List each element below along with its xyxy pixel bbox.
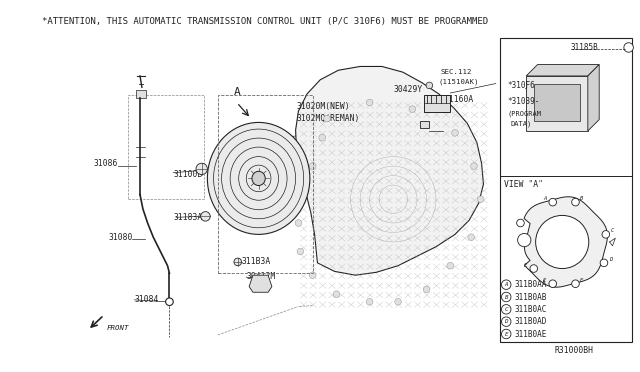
Circle shape <box>502 329 511 339</box>
Text: 311B0AA: 311B0AA <box>515 280 547 289</box>
Text: A: A <box>543 196 547 201</box>
Text: (11510AK): (11510AK) <box>439 78 479 85</box>
Text: (PROGRAM: (PROGRAM <box>507 111 541 117</box>
Circle shape <box>366 99 373 106</box>
Bar <box>424 95 451 112</box>
Text: 31183A: 31183A <box>173 213 202 222</box>
Text: 30429Y: 30429Y <box>394 85 422 94</box>
Bar <box>534 84 580 122</box>
Text: 31080: 31080 <box>109 233 133 242</box>
Circle shape <box>516 219 524 227</box>
Text: A: A <box>504 282 508 287</box>
Polygon shape <box>588 65 599 131</box>
Text: E: E <box>504 331 508 337</box>
Text: 311B0AC: 311B0AC <box>515 305 547 314</box>
Text: R31000BH: R31000BH <box>554 346 593 355</box>
Circle shape <box>333 291 340 298</box>
Circle shape <box>572 280 579 288</box>
Polygon shape <box>249 275 272 292</box>
Text: 31084: 31084 <box>134 295 159 304</box>
Circle shape <box>624 43 634 52</box>
Text: 31185B: 31185B <box>571 43 598 52</box>
Polygon shape <box>296 67 483 275</box>
Ellipse shape <box>252 171 265 186</box>
Circle shape <box>297 248 303 255</box>
Circle shape <box>295 220 302 226</box>
Bar <box>500 38 632 341</box>
Circle shape <box>518 234 531 247</box>
Circle shape <box>468 234 474 241</box>
Text: C: C <box>611 228 614 234</box>
Text: *31039-: *31039- <box>507 97 540 106</box>
Text: E: E <box>543 278 547 283</box>
Bar <box>218 95 313 273</box>
Text: 31086: 31086 <box>93 159 118 168</box>
Polygon shape <box>526 65 599 76</box>
Circle shape <box>201 212 210 221</box>
Text: SEC.112: SEC.112 <box>441 69 472 75</box>
Circle shape <box>477 196 484 203</box>
Circle shape <box>309 163 316 169</box>
Text: VIEW "A": VIEW "A" <box>504 180 543 189</box>
Text: C: C <box>504 307 508 312</box>
Ellipse shape <box>207 122 310 234</box>
Text: DATA): DATA) <box>511 120 532 127</box>
Bar <box>420 121 429 128</box>
Circle shape <box>549 280 557 288</box>
Circle shape <box>395 298 401 305</box>
Text: D: D <box>504 319 508 324</box>
Circle shape <box>196 163 207 174</box>
Text: 31100B: 31100B <box>173 170 202 179</box>
Text: B: B <box>580 196 584 201</box>
Circle shape <box>300 191 307 198</box>
Text: 31160A: 31160A <box>445 94 474 103</box>
Circle shape <box>502 317 511 326</box>
Circle shape <box>324 115 330 122</box>
Circle shape <box>502 305 511 314</box>
Circle shape <box>452 129 458 136</box>
Text: E: E <box>580 278 584 283</box>
Bar <box>526 76 588 131</box>
Bar <box>128 95 204 199</box>
Circle shape <box>409 106 415 112</box>
Text: B: B <box>504 295 508 299</box>
Polygon shape <box>524 197 607 287</box>
Text: 311B3A: 311B3A <box>241 257 271 266</box>
Text: 311B0AD: 311B0AD <box>515 317 547 326</box>
Text: 30412M: 30412M <box>246 272 276 281</box>
Text: A: A <box>234 87 240 97</box>
Circle shape <box>502 280 511 289</box>
Circle shape <box>470 163 477 169</box>
Text: D: D <box>609 257 612 262</box>
Circle shape <box>536 215 589 269</box>
Circle shape <box>309 272 316 279</box>
Circle shape <box>602 231 610 238</box>
Circle shape <box>549 198 557 206</box>
Circle shape <box>426 82 433 89</box>
Text: 31020M(NEW): 31020M(NEW) <box>296 102 350 111</box>
Circle shape <box>600 259 608 267</box>
Circle shape <box>166 298 173 305</box>
Circle shape <box>530 265 538 272</box>
Text: E: E <box>524 263 527 267</box>
Text: *310F6: *310F6 <box>507 81 535 90</box>
Circle shape <box>502 292 511 302</box>
Text: 311B0AB: 311B0AB <box>515 292 547 301</box>
Text: 311B0AE: 311B0AE <box>515 330 547 339</box>
Circle shape <box>572 198 579 206</box>
Text: *ATTENTION, THIS AUTOMATIC TRANSMISSION CONTROL UNIT (P/C 310F6) MUST BE PROGRAM: *ATTENTION, THIS AUTOMATIC TRANSMISSION … <box>42 17 488 26</box>
Text: 3102MQ(REMAN): 3102MQ(REMAN) <box>296 113 360 122</box>
Circle shape <box>423 286 430 293</box>
Circle shape <box>319 134 326 141</box>
Text: FRONT: FRONT <box>107 325 129 331</box>
Circle shape <box>234 258 241 266</box>
Circle shape <box>366 298 373 305</box>
Circle shape <box>447 262 454 269</box>
Bar <box>136 90 146 98</box>
